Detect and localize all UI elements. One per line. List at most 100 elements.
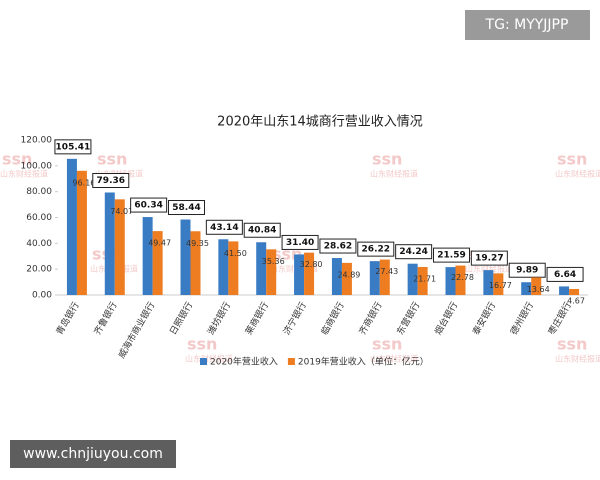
y-tick-label: 80.00	[26, 187, 52, 197]
value-label: 31.40	[286, 238, 314, 248]
bar	[142, 217, 153, 295]
value-label-box	[92, 172, 130, 188]
x-tick-label: 莱商银行	[243, 300, 271, 337]
bar	[417, 266, 428, 295]
value-label: 21.71	[413, 274, 436, 283]
value-label-box	[508, 262, 546, 278]
y-tick-label: 100.00	[21, 161, 53, 171]
bar	[559, 286, 570, 295]
value-label: 6.64	[554, 270, 576, 280]
watermark-logo: ssn	[2, 150, 32, 169]
value-label: 9.89	[516, 266, 538, 276]
x-tick-label: 烟台银行	[432, 300, 460, 337]
legend-label: 2019年营业收入（单位：亿元）	[298, 356, 429, 368]
x-tick-label: 德州银行	[508, 300, 536, 337]
value-label-box	[433, 247, 470, 263]
x-tick-label: 临商银行	[318, 300, 346, 337]
tg-text: TG: MYYJJPP	[485, 17, 569, 33]
watermark-text: 山东财经报道	[0, 169, 48, 179]
watermark-text: 山东财经报道	[370, 354, 418, 364]
value-label: 28.62	[324, 242, 352, 252]
value-label: 13.64	[527, 285, 550, 294]
legend-swatch	[200, 358, 207, 365]
value-label: 4.67	[567, 296, 585, 305]
chart-title: 2020年山东14城商行营业收入情况	[217, 115, 423, 130]
value-label: 26.22	[362, 245, 390, 255]
bar	[294, 254, 305, 295]
value-label: 22.78	[451, 273, 474, 282]
y-tick-label: 20.00	[26, 265, 52, 275]
y-tick-label: 120.00	[21, 136, 53, 146]
tg-box	[465, 10, 590, 40]
bar	[114, 199, 125, 295]
bar	[190, 231, 201, 295]
y-tick-label: 60.00	[26, 213, 52, 223]
x-tick-label: 潍坊银行	[205, 300, 233, 337]
bar	[369, 261, 380, 295]
value-label-box	[281, 234, 319, 250]
legend-label: 2020年营业收入	[210, 356, 278, 368]
site-box	[10, 440, 176, 468]
x-tick-label: 东营银行	[394, 300, 422, 337]
bar	[228, 241, 239, 295]
bar	[180, 219, 191, 295]
value-label: 74.07	[110, 207, 133, 216]
bar	[569, 288, 580, 295]
bar	[304, 252, 315, 295]
value-label-box	[168, 200, 205, 216]
value-label: 24.89	[337, 270, 360, 279]
y-tick-label: 0.00	[32, 291, 52, 301]
bar	[379, 259, 390, 295]
watermark-text: 山东财经报道	[185, 354, 233, 364]
x-tick-label: 齐商银行	[356, 300, 384, 337]
x-tick-label: 济宁银行	[280, 300, 308, 337]
value-label: 16.77	[489, 281, 512, 290]
value-label: 32.80	[300, 260, 323, 269]
bar	[483, 270, 494, 295]
value-label: 27.43	[375, 267, 398, 276]
x-tick-label: 青岛银行	[53, 300, 81, 337]
watermark-text: 山东财经报道	[555, 169, 600, 179]
value-label-box	[395, 244, 433, 260]
x-tick-label: 日照银行	[167, 300, 195, 337]
value-label: 49.35	[186, 239, 209, 248]
bar	[104, 192, 115, 295]
bar	[331, 258, 342, 295]
value-label-box	[357, 241, 395, 257]
bar	[455, 265, 466, 295]
site-text: www.chnjiuyou.com	[23, 446, 163, 462]
watermark-text: 山东财经报道	[465, 264, 513, 274]
watermark-logo: ssn	[557, 335, 587, 354]
value-label: 49.47	[148, 239, 171, 248]
watermark-logo: ssn	[187, 335, 217, 354]
x-tick-label: 泰安银行	[470, 300, 498, 337]
value-label: 43.14	[210, 223, 238, 233]
bar	[407, 263, 418, 295]
value-label: 40.84	[248, 226, 276, 236]
value-label: 79.36	[97, 176, 125, 186]
bar	[445, 267, 456, 295]
bar	[256, 242, 267, 295]
watermark-logo: ssn	[557, 150, 587, 169]
value-label-box	[54, 139, 92, 155]
value-label: 24.24	[399, 247, 427, 257]
watermark-text: 山东财经报道	[370, 169, 418, 179]
value-label: 19.27	[475, 254, 503, 264]
value-label: 96.16	[72, 178, 95, 187]
watermark-logo: ssn	[97, 150, 127, 169]
value-label-box	[243, 222, 281, 238]
value-label-box	[130, 197, 168, 213]
watermark-logo: ssn	[372, 335, 402, 354]
bar	[341, 262, 352, 295]
bar	[218, 239, 229, 295]
x-tick-label: 威海市商业银行	[116, 300, 158, 361]
value-label: 41.50	[224, 249, 247, 258]
value-label: 58.44	[172, 203, 200, 213]
bar	[493, 273, 504, 295]
y-tick-label: 40.00	[26, 239, 52, 249]
value-label: 21.59	[437, 251, 465, 261]
legend-swatch	[287, 358, 295, 365]
bar	[531, 277, 542, 295]
bar	[66, 158, 77, 295]
value-label-box	[205, 219, 243, 235]
